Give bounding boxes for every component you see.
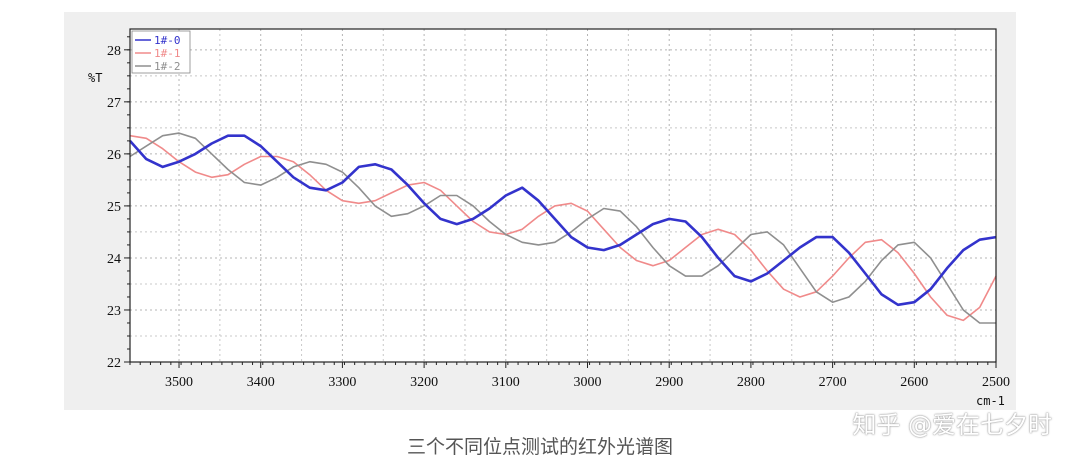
x-tick-label: 3400 xyxy=(247,375,275,390)
x-tick-label: 3000 xyxy=(574,375,602,390)
x-tick-label: 3200 xyxy=(410,375,438,390)
axes: 22 23 24 25 26 27 28 3500 3400 3300 3200 3100 3000 29… xyxy=(107,28,1010,390)
y-axis-label: %T xyxy=(88,71,102,85)
x-tick-label: 3300 xyxy=(328,375,356,390)
plot-area xyxy=(130,29,996,362)
x-tick-label: 3100 xyxy=(492,375,520,390)
legend: 1#-01#-11#-2 xyxy=(131,30,191,74)
legend-label: 1#-1 xyxy=(154,47,181,60)
y-tick-label: 26 xyxy=(107,148,121,163)
y-tick-label: 27 xyxy=(107,96,121,111)
y-tick-label: 24 xyxy=(107,252,121,267)
x-axis-unit: cm-1 xyxy=(976,394,1005,408)
y-tick-label: 25 xyxy=(107,200,121,215)
y-tick-label: 23 xyxy=(107,304,121,319)
y-tick-label: 28 xyxy=(107,44,121,59)
ir-spectrum-chart: 22 23 24 25 26 27 28 3500 3400 3300 3200 3100 3000 29… xyxy=(88,28,1010,408)
x-tick-label: 2800 xyxy=(737,375,765,390)
plot-frame xyxy=(129,28,997,363)
x-tick-label: 2500 xyxy=(982,375,1010,390)
figure-caption: 三个不同位点测试的红外光谱图 xyxy=(406,436,673,458)
x-tick-label: 2900 xyxy=(655,375,683,390)
x-tick-label: 3500 xyxy=(165,375,193,390)
legend-label: 1#-0 xyxy=(154,34,181,47)
series-layer xyxy=(129,132,997,324)
series-line-3 xyxy=(129,132,996,324)
y-tick-label: 22 xyxy=(107,356,121,371)
x-tick-label: 2600 xyxy=(900,375,928,390)
legend-label: 1#-2 xyxy=(154,60,181,73)
x-tick-label: 2700 xyxy=(819,375,847,390)
watermark-text: 知乎 @爱在七夕时 xyxy=(852,411,1052,439)
chart-figure: 22 23 24 25 26 27 28 3500 3400 3300 3200 3100 3000 29… xyxy=(64,12,1016,410)
series-line-1 xyxy=(129,134,997,307)
